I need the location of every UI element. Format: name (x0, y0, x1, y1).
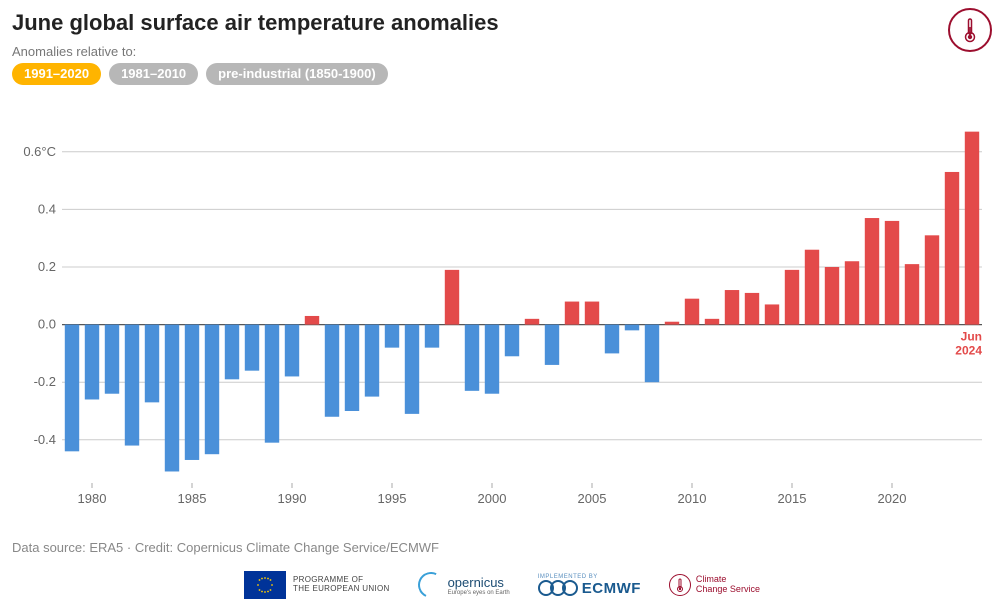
baseline-pill-preindustrial[interactable]: pre-industrial (1850-1900) (206, 63, 388, 85)
svg-text:2020: 2020 (878, 491, 907, 506)
ecmwf-rings-icon (538, 580, 578, 596)
bar-1989 (265, 325, 279, 443)
svg-text:0.0: 0.0 (38, 317, 56, 332)
bar-2020 (885, 221, 899, 325)
bar-2021 (905, 264, 919, 324)
bar-2001 (505, 325, 519, 357)
ccs-thermometer-icon (669, 574, 691, 596)
bar-2012 (725, 290, 739, 325)
bar-1995 (385, 325, 399, 348)
bar-2000 (485, 325, 499, 394)
bar-1993 (345, 325, 359, 411)
page-container: June global surface air temperature anom… (0, 0, 1004, 613)
bar-1986 (205, 325, 219, 455)
svg-text:1985: 1985 (178, 491, 207, 506)
bar-1998 (445, 270, 459, 325)
bar-2006 (605, 325, 619, 354)
bar-1982 (125, 325, 139, 446)
baseline-pill-1991-2020[interactable]: 1991–2020 (12, 63, 101, 85)
baseline-pill-row: 1991–2020 1981–2010 pre-industrial (1850… (12, 63, 992, 85)
bar-1983 (145, 325, 159, 403)
source-credit-line: Data source: ERA5 · Credit: Copernicus C… (12, 540, 439, 555)
chart-area: -0.4 -0.2 0.0 0.2 0.4 0.6°C 1980 1985 1990 1995 20… (12, 118, 992, 518)
bar-2024 (965, 132, 979, 325)
bar-2007 (625, 325, 639, 331)
bar-1990 (285, 325, 299, 377)
bar-1988 (245, 325, 259, 371)
climate-change-service-logo: ClimateChange Service (669, 574, 760, 596)
anomaly-bar-chart: -0.4 -0.2 0.0 0.2 0.4 0.6°C 1980 1985 1990 1995 20… (12, 118, 992, 518)
svg-text:2005: 2005 (578, 491, 607, 506)
eu-flag-icon (244, 571, 286, 599)
baseline-subtitle: Anomalies relative to: (12, 44, 992, 59)
last-bar-label-line2: 2024 (955, 344, 982, 358)
bar-1985 (185, 325, 199, 460)
svg-text:1990: 1990 (278, 491, 307, 506)
bar-2016 (805, 250, 819, 325)
ecmwf-logo: IMPLEMENTED BY ECMWF (538, 574, 641, 597)
eu-programme-label: PROGRAMME OFTHE EUROPEAN UNION (293, 576, 390, 594)
bar-2009 (665, 322, 679, 325)
svg-text:0.2: 0.2 (38, 259, 56, 274)
copernicus-logo: opernicus Europe's eyes on Earth (418, 572, 510, 598)
bar-1991 (305, 316, 319, 325)
svg-text:1995: 1995 (378, 491, 407, 506)
eu-logo: PROGRAMME OFTHE EUROPEAN UNION (244, 571, 390, 599)
bar-2011 (705, 319, 719, 325)
bar-2003 (545, 325, 559, 365)
bar-2017 (825, 267, 839, 325)
svg-text:0.6°C: 0.6°C (23, 144, 56, 159)
copernicus-text-block: opernicus Europe's eyes on Earth (448, 575, 510, 596)
svg-text:-0.2: -0.2 (34, 374, 56, 389)
bar-1981 (105, 325, 119, 394)
footer-logos: PROGRAMME OFTHE EUROPEAN UNION opernicus… (0, 562, 1004, 608)
bar-1987 (225, 325, 239, 380)
bar-2010 (685, 299, 699, 325)
svg-text:2010: 2010 (678, 491, 707, 506)
bar-1979 (65, 325, 79, 452)
bar-1997 (425, 325, 439, 348)
ecmwf-label: ECMWF (582, 580, 641, 597)
bar-2013 (745, 293, 759, 325)
bar-2023 (945, 172, 959, 325)
last-bar-label-line1: Jun (961, 330, 982, 344)
bar-1996 (405, 325, 419, 414)
bar-2014 (765, 304, 779, 324)
ccs-label: ClimateChange Service (696, 575, 760, 595)
bar-1999 (465, 325, 479, 391)
chart-title: June global surface air temperature anom… (12, 10, 992, 36)
bar-1984 (165, 325, 179, 472)
svg-text:1980: 1980 (78, 491, 107, 506)
svg-text:-0.4: -0.4 (34, 432, 56, 447)
bar-1992 (325, 325, 339, 417)
bar-2004 (565, 302, 579, 325)
copernicus-arc-icon (414, 568, 447, 601)
bar-2002 (525, 319, 539, 325)
bar-2015 (785, 270, 799, 325)
thermometer-brand-icon (948, 8, 992, 52)
bar-2022 (925, 235, 939, 324)
bar-2018 (845, 261, 859, 324)
bar-2008 (645, 325, 659, 383)
bar-2019 (865, 218, 879, 325)
svg-text:2000: 2000 (478, 491, 507, 506)
bar-1994 (365, 325, 379, 397)
svg-text:0.4: 0.4 (38, 201, 56, 216)
baseline-pill-1981-2010[interactable]: 1981–2010 (109, 63, 198, 85)
bar-2005 (585, 302, 599, 325)
bar-1980 (85, 325, 99, 400)
svg-text:2015: 2015 (778, 491, 807, 506)
